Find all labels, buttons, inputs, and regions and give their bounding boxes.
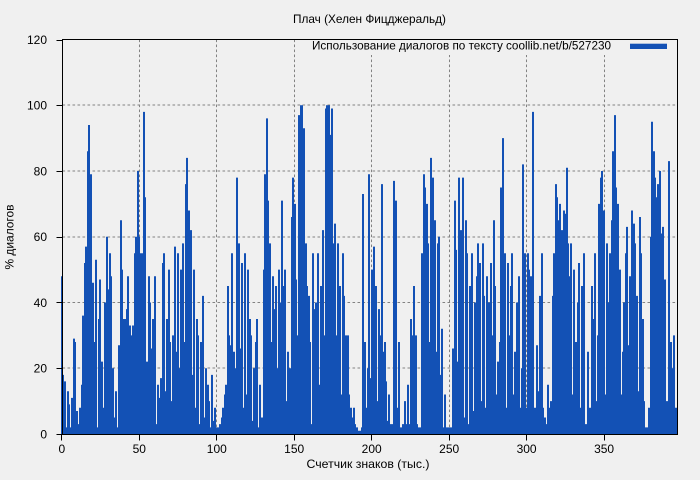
svg-text:Использование диалогов по текс: Использование диалогов по тексту coollib… (312, 38, 611, 52)
svg-text:100: 100 (207, 442, 227, 456)
svg-text:250: 250 (439, 442, 459, 456)
svg-text:150: 150 (284, 442, 304, 456)
svg-text:350: 350 (594, 442, 614, 456)
svg-text:20: 20 (34, 362, 48, 376)
svg-text:Счетчик знаков (тыс.): Счетчик знаков (тыс.) (307, 457, 430, 471)
svg-text:0: 0 (58, 442, 65, 456)
svg-text:% диалогов: % диалогов (3, 205, 17, 270)
svg-text:0: 0 (40, 427, 47, 441)
svg-text:100: 100 (27, 99, 47, 113)
svg-text:50: 50 (133, 442, 147, 456)
svg-text:40: 40 (34, 296, 48, 310)
svg-text:Плач (Хелен Фицджеральд): Плач (Хелен Фицджеральд) (293, 12, 446, 26)
svg-text:120: 120 (27, 33, 47, 47)
svg-text:300: 300 (517, 442, 537, 456)
svg-text:60: 60 (34, 230, 48, 244)
svg-text:200: 200 (362, 442, 382, 456)
svg-text:80: 80 (34, 164, 48, 178)
